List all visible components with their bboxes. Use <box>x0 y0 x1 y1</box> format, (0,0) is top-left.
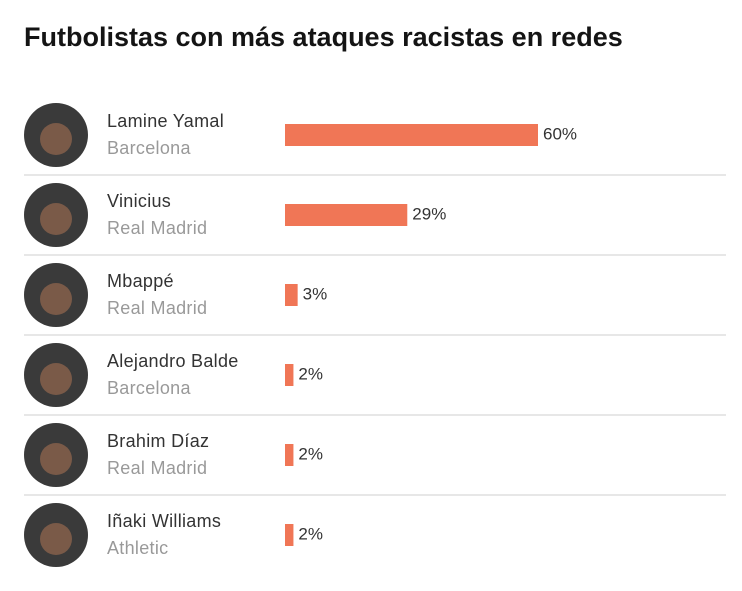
player-photo-face <box>40 443 72 475</box>
player-photo-face <box>40 363 72 395</box>
player-name: Mbappé <box>107 271 174 291</box>
club-name: Athletic <box>107 538 168 558</box>
bar <box>285 284 298 306</box>
player-name: Brahim Díaz <box>107 431 209 451</box>
chart-title: Futbolistas con más ataques racistas en … <box>24 22 623 52</box>
club-name: Real Madrid <box>107 458 207 478</box>
value-label: 60% <box>543 124 577 143</box>
player-name: Lamine Yamal <box>107 111 224 131</box>
player-photo-face <box>40 283 72 315</box>
player-name: Alejandro Balde <box>107 351 239 371</box>
club-name: Barcelona <box>107 138 191 158</box>
club-name: Barcelona <box>107 378 191 398</box>
bar <box>285 364 294 386</box>
value-label: 2% <box>298 444 323 463</box>
value-label: 29% <box>412 204 446 223</box>
club-name: Real Madrid <box>107 298 207 318</box>
player-photo-face <box>40 203 72 235</box>
player-photo-face <box>40 123 72 155</box>
value-label: 3% <box>303 284 328 303</box>
player-name: Iñaki Williams <box>107 511 221 531</box>
player-photo-face <box>40 523 72 555</box>
bar <box>285 524 294 546</box>
bar <box>285 124 538 146</box>
value-label: 2% <box>298 364 323 383</box>
value-label: 2% <box>298 524 323 543</box>
club-name: Real Madrid <box>107 218 207 238</box>
bar <box>285 204 408 226</box>
bar <box>285 444 294 466</box>
player-name: Vinicius <box>107 191 171 211</box>
